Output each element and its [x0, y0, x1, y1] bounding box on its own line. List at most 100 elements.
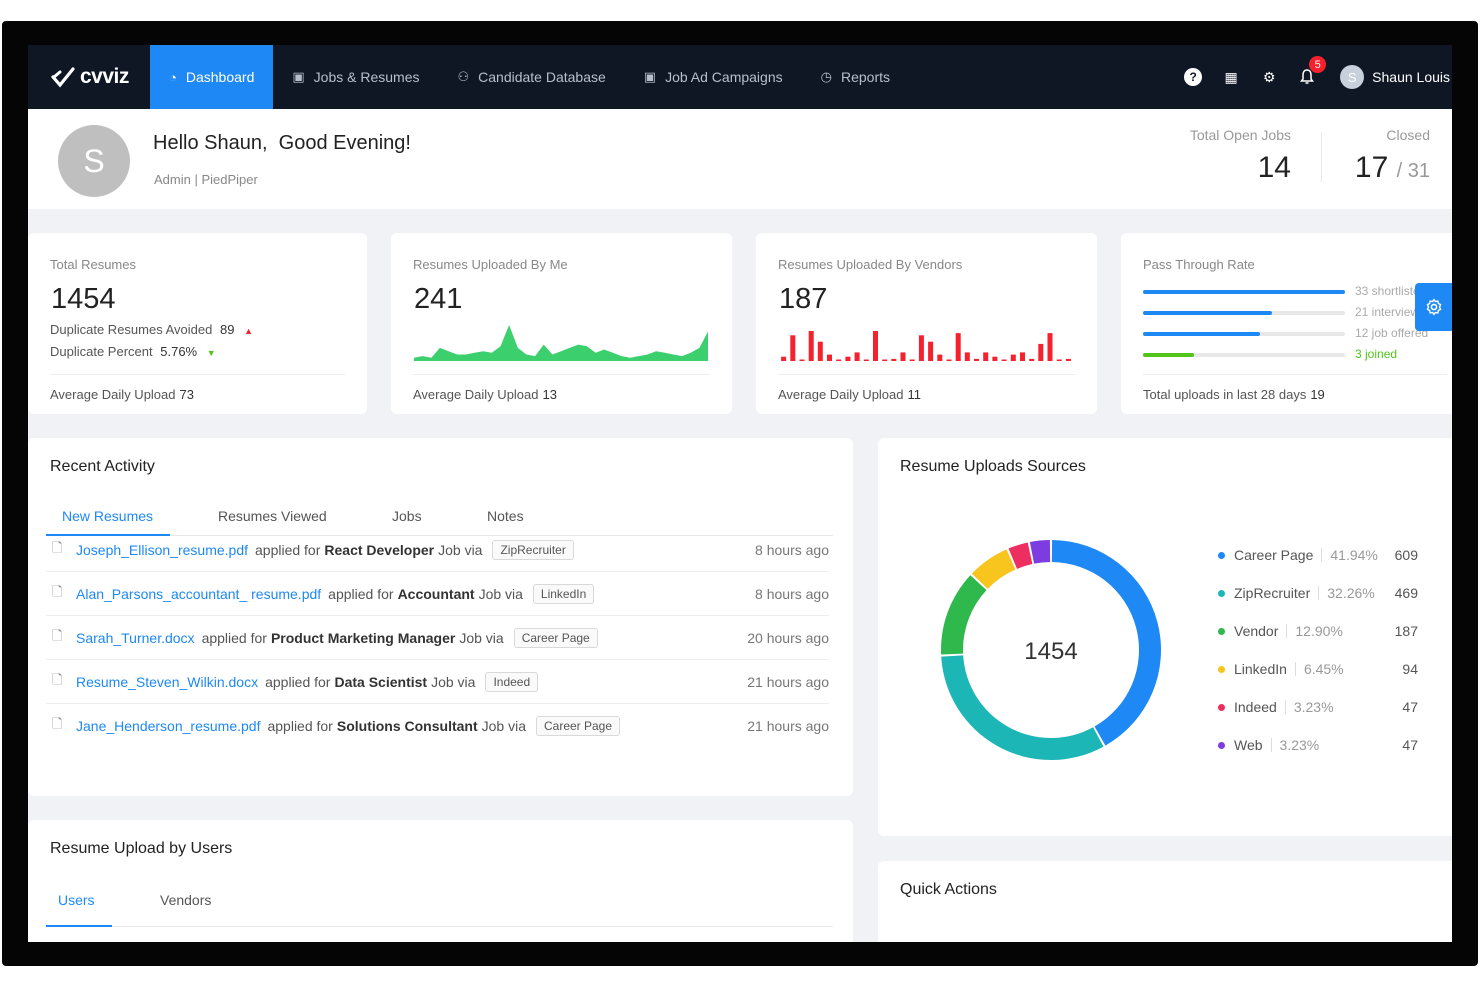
resume-file-link[interactable]: Alan_Parsons_accountant_ resume.pdf [76, 585, 322, 602]
tab-users[interactable]: Users [58, 892, 95, 908]
donut-slice-linkedin[interactable] [971, 549, 1016, 589]
timestamp: 8 hours ago [755, 541, 829, 558]
tab-jobs[interactable]: Jobs [392, 508, 422, 524]
resume-file-link[interactable]: Joseph_Ellison_resume.pdf [76, 541, 248, 558]
tab-new-resumes[interactable]: New Resumes [62, 508, 154, 524]
legend-item: LinkedIn 6.45% 94 [1218, 661, 1418, 677]
legend-name: Indeed [1234, 699, 1277, 715]
pass-through-footer: Total uploads in last 28 days 19 [1143, 387, 1325, 402]
nav-job-ad-campaigns[interactable]: ▣ Job Ad Campaigns [625, 45, 802, 109]
pass-through-bar-fill [1143, 311, 1273, 315]
tab-resumes-viewed[interactable]: Resumes Viewed [218, 508, 327, 524]
tab-vendors[interactable]: Vendors [160, 892, 212, 908]
greeting-title: Hello Shaun, Good Evening! [153, 132, 411, 154]
candidates-icon: ⚇ [457, 69, 470, 84]
vendor-bar [817, 341, 823, 361]
pass-through-bar [1143, 332, 1345, 336]
resume-file-link[interactable]: Jane_Henderson_resume.pdf [76, 718, 261, 734]
legend-item: Web 3.23% 47 [1218, 737, 1418, 753]
donut-slice-ziprecruiter[interactable] [941, 655, 1104, 760]
job-via-text: Job via [478, 585, 523, 602]
vendor-bar [1056, 359, 1062, 361]
quick-actions-panel: Quick Actions [878, 861, 1452, 942]
cvviz-logo-icon [51, 67, 75, 88]
pass-through-bar-fill [1143, 332, 1261, 336]
legend-name: ZipRecruiter [1234, 585, 1311, 601]
applied-for-text: applied for [201, 629, 267, 646]
vendor-bar [873, 331, 878, 361]
legend-item: Vendor 12.90% 187 [1218, 623, 1418, 639]
vendor-bar [900, 352, 906, 361]
kpi-closed: Closed 17 / 31 [1355, 127, 1430, 185]
active-tab-indicator [46, 534, 170, 536]
uploaded-by-vendors-value: 187 [779, 283, 828, 315]
brand-name: cvviz [80, 65, 129, 88]
pass-through-label-1: 21 interviewed [1355, 305, 1433, 319]
resume-file-link[interactable]: Resume_Steven_Wilkin.docx [76, 673, 259, 690]
brand-logo[interactable]: cvviz [28, 45, 150, 109]
legend-count: 187 [1394, 623, 1418, 639]
job-via-text: Job via [438, 541, 483, 558]
file-icon: 🗋 [52, 539, 63, 555]
help-button[interactable]: ? [1174, 45, 1212, 109]
file-icon: 🗋 [52, 716, 63, 731]
avg-daily-label: Average Daily Upload [413, 387, 539, 402]
tab-notes[interactable]: Notes [487, 508, 524, 524]
applied-for-text: applied for [267, 718, 333, 734]
legend-item: Career Page 41.94% 609 [1218, 547, 1418, 563]
file-icon: 🗋 [52, 583, 63, 599]
vendor-bar [854, 352, 860, 361]
timestamp: 20 hours ago [747, 629, 829, 646]
pass-through-bar [1143, 353, 1345, 357]
jobs-icon: ▣ [292, 69, 305, 84]
settings-button[interactable]: ⚙ [1250, 45, 1288, 109]
donut-slice-career-page[interactable] [1051, 540, 1161, 746]
nav-candidate-database[interactable]: ⚇ Candidate Database [438, 45, 624, 109]
legend-name: Web [1234, 737, 1263, 753]
timestamp: 21 hours ago [747, 718, 829, 734]
card-pass-through-rate: Pass Through Rate 33 shortlisted 21 inter… [1121, 233, 1452, 414]
vendor-bar [863, 359, 869, 361]
customize-settings-button[interactable] [1415, 283, 1452, 331]
pass-through-label: Pass Through Rate [1143, 257, 1255, 272]
recent-activity-tabs: New Resumes Resumes Viewed Jobs Notes [46, 496, 833, 536]
resume-file-link[interactable]: Sarah_Turner.docx [76, 629, 195, 646]
legend-dot [1218, 551, 1225, 559]
kpi-open-jobs-label: Total Open Jobs [1189, 127, 1291, 143]
card-uploaded-by-me: Resumes Uploaded By Me 241 Average Daily… [391, 233, 732, 414]
donut-slice-web[interactable] [1029, 540, 1051, 564]
nav-reports[interactable]: ◷ Reports [802, 45, 909, 109]
donut-center-total: 1454 [1024, 638, 1077, 665]
nav-jobs-resumes[interactable]: ▣ Jobs & Resumes [273, 45, 438, 109]
job-via-text: Job via [481, 718, 526, 734]
legend-percent: 12.90% [1295, 623, 1343, 639]
vendor-bar [974, 358, 979, 361]
list-item: 🗋 Alan_Parsons_accountant_ resume.pdf appl… [46, 572, 829, 616]
calendar-button[interactable]: ▦ [1212, 45, 1250, 109]
legend-percent: 32.26% [1327, 585, 1375, 601]
source-tag: LinkedIn [532, 583, 595, 604]
trend-up-icon: ▲ [244, 326, 253, 336]
pass-through-bar-fill [1143, 290, 1345, 294]
nav-dashboard[interactable]: ◔ Dashboard [150, 45, 274, 109]
gear-icon [1426, 298, 1441, 316]
total-resumes-value: 1454 [51, 283, 116, 315]
legend-name: LinkedIn [1234, 661, 1287, 677]
timestamp: 21 hours ago [747, 673, 829, 690]
avg-daily-label: Average Daily Upload [50, 387, 176, 402]
avg-daily-value: 73 [179, 387, 194, 402]
file-icon: 🗋 [52, 671, 63, 687]
list-item: 🗋 Sarah_Turner.docx applied for Product Mar… [46, 616, 829, 660]
donut-slice-indeed[interactable] [1008, 542, 1033, 569]
legend-separator [1294, 662, 1296, 676]
kpi-total-open-jobs: Total Open Jobs 14 [1190, 127, 1291, 185]
user-menu[interactable]: S Shaun Louis [1326, 65, 1452, 89]
upload-sources-title: Resume Uploads Sources [900, 458, 1086, 475]
active-tab-indicator [46, 925, 112, 927]
donut-slice-vendor[interactable] [941, 575, 987, 655]
uploaded-by-me-value: 241 [414, 283, 463, 315]
notifications-button[interactable]: 5 [1288, 45, 1327, 109]
legend-item: ZipRecruiter 32.26% 469 [1218, 585, 1418, 601]
source-tag: Career Page [535, 716, 621, 736]
legend-dot [1218, 627, 1225, 635]
